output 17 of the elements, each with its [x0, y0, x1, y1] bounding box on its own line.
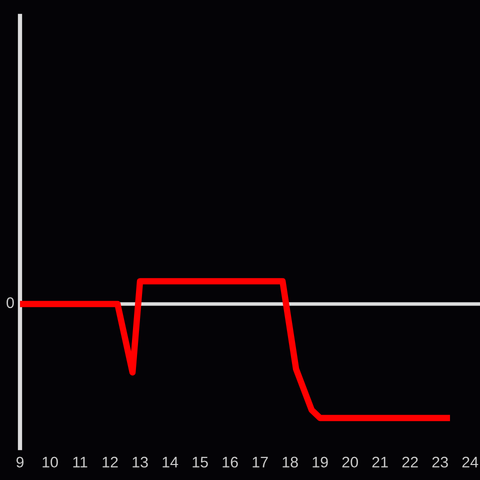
x-tick-label: 12: [102, 456, 118, 468]
x-tick-label: 14: [162, 456, 178, 468]
x-tick-label: 20: [342, 456, 358, 468]
x-tick-label: 17: [252, 456, 268, 468]
x-tick-label: 24: [462, 456, 478, 468]
x-tick-label: 19: [312, 456, 328, 468]
ref-line-label: 0: [6, 297, 14, 308]
x-tick-label: 13: [132, 456, 148, 468]
x-tick-label: 9: [16, 456, 24, 468]
x-tick-label: 15: [192, 456, 208, 468]
x-tick-label: 18: [282, 456, 298, 468]
x-tick-label: 16: [222, 456, 238, 468]
x-tick-label: 11: [73, 456, 88, 468]
x-tick-label: 23: [432, 456, 448, 468]
x-tick-label: 22: [402, 456, 418, 468]
x-tick-label: 21: [372, 456, 388, 468]
x-tick-label: 10: [42, 456, 58, 468]
